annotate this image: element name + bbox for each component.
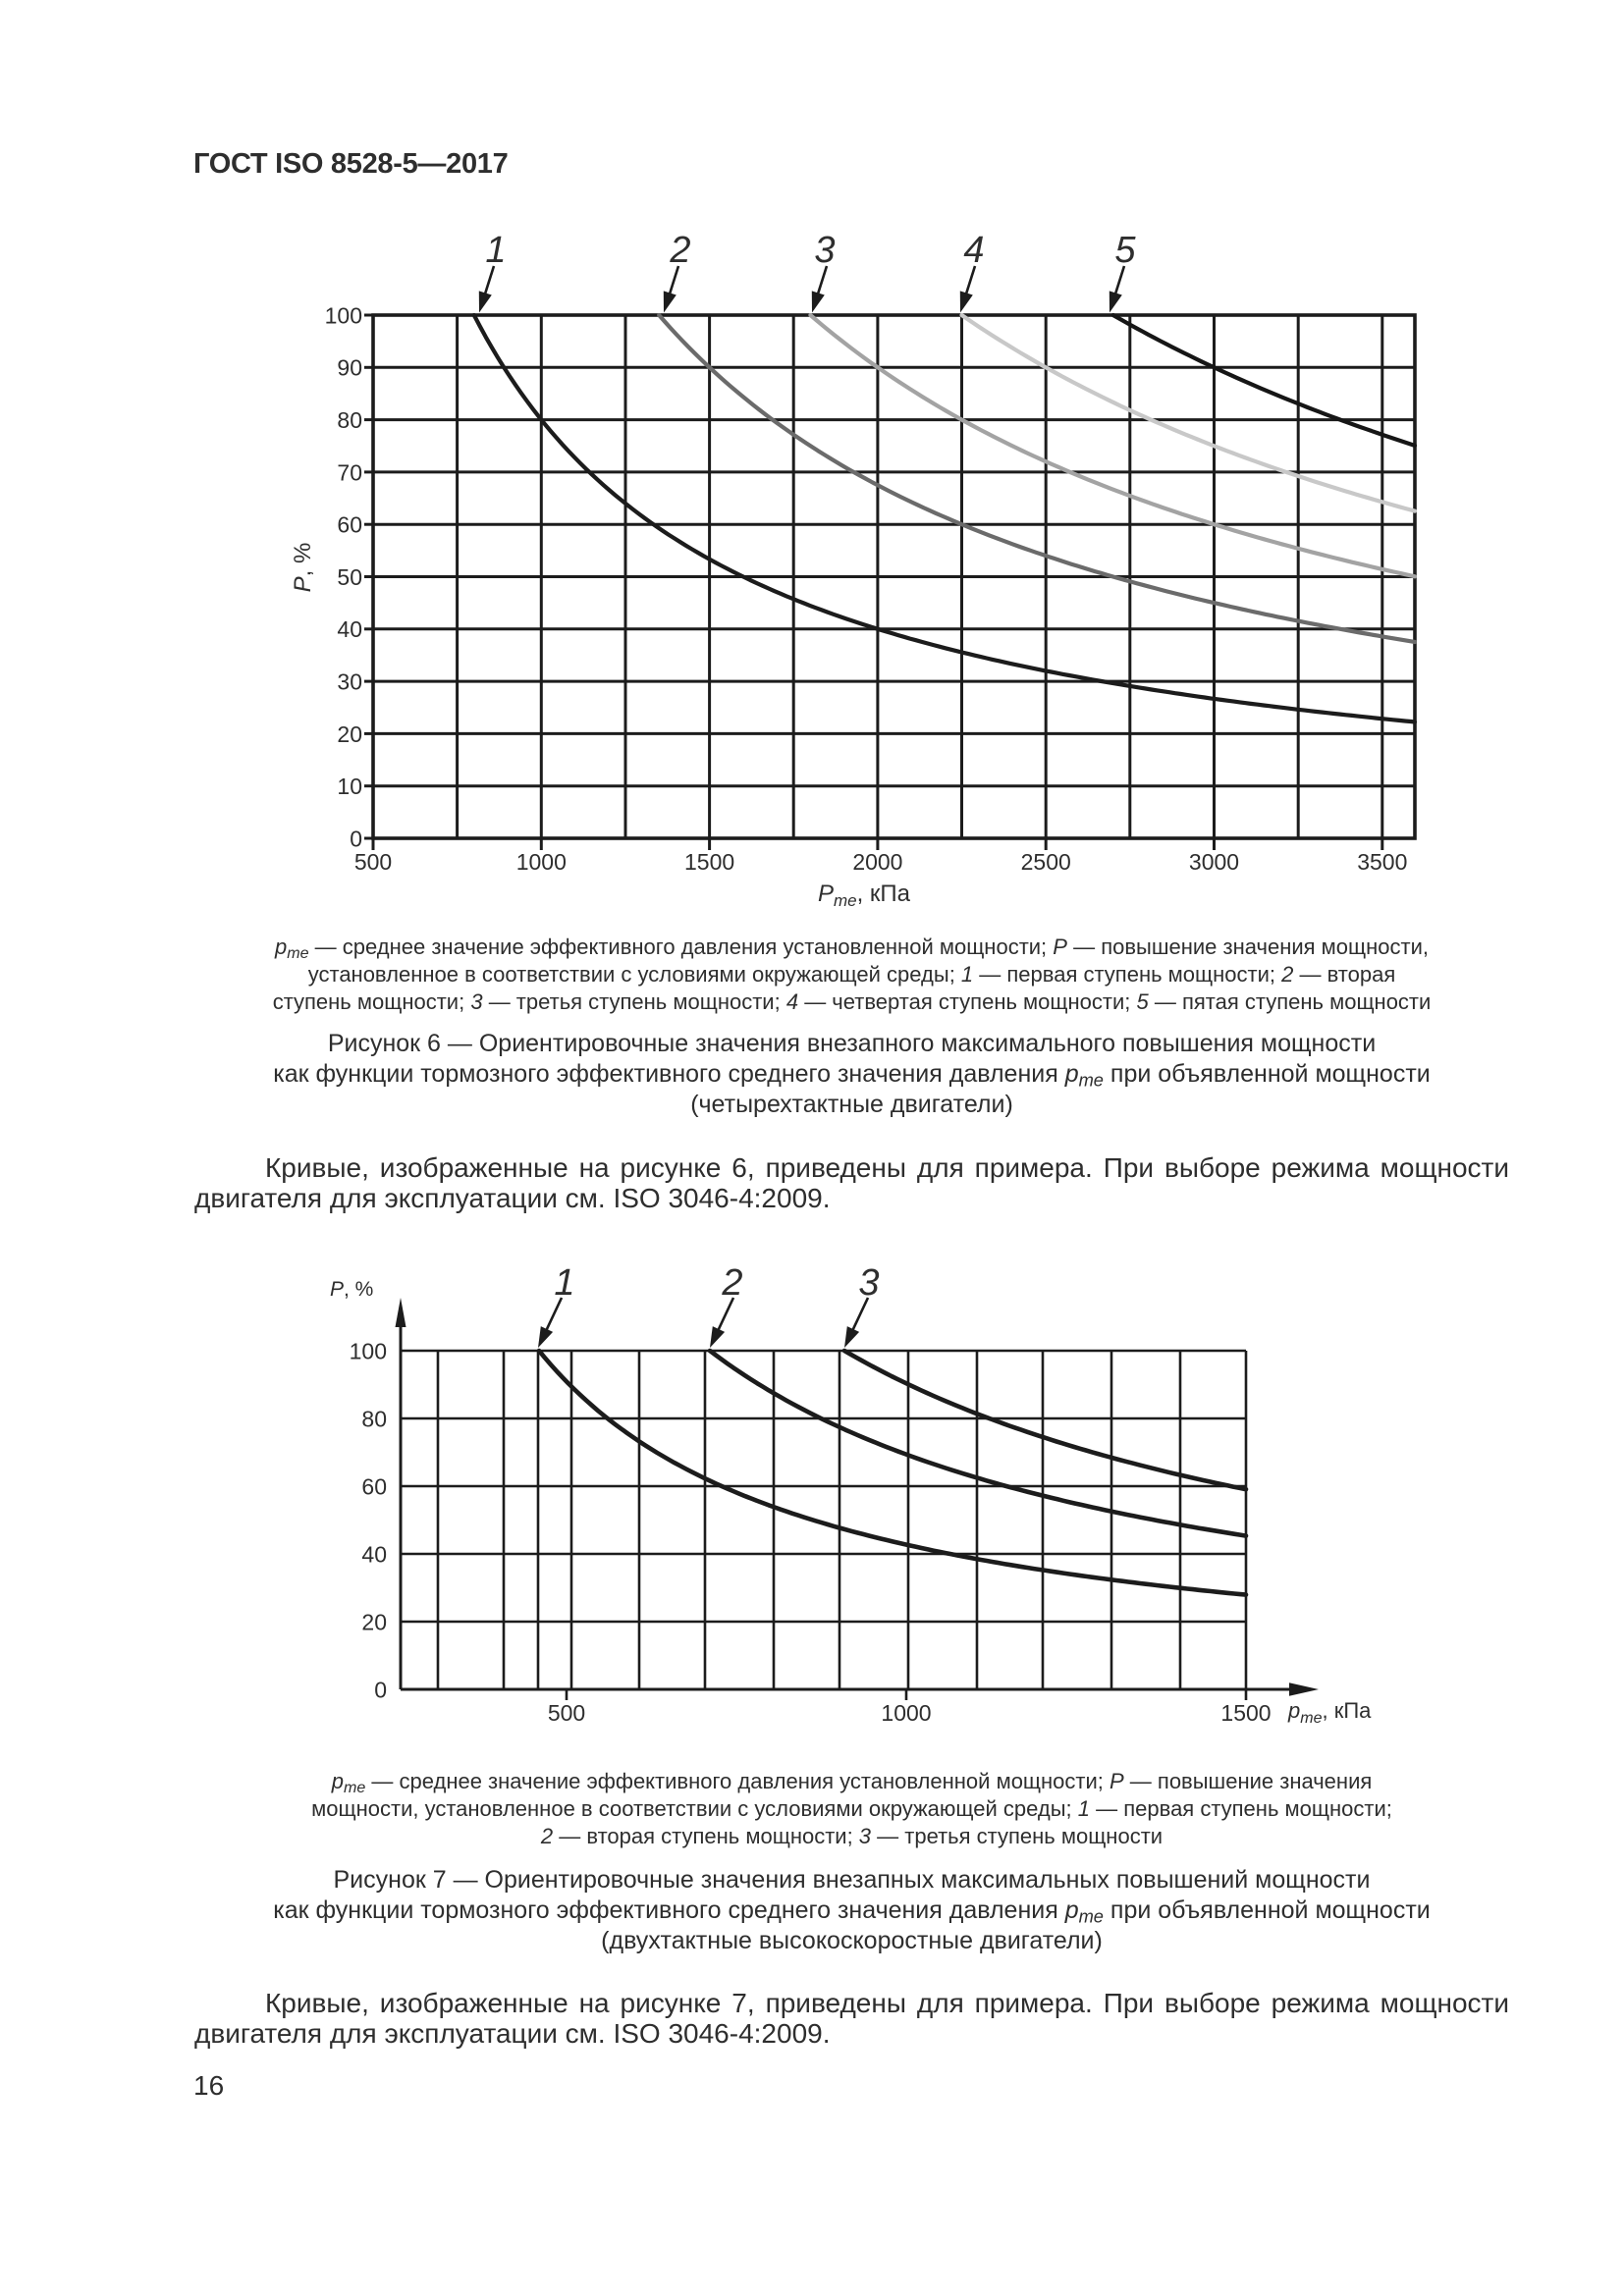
svg-text:1000: 1000 [881,1700,931,1726]
svg-text:10: 10 [337,774,362,799]
svg-text:40: 40 [337,616,362,642]
svg-text:3000: 3000 [1189,849,1239,875]
svg-text:P, %: P, % [330,1278,373,1301]
svg-text:40: 40 [361,1541,387,1567]
svg-text:P, %: P, % [290,543,316,593]
svg-text:80: 80 [337,407,362,433]
svg-text:2000: 2000 [852,849,902,875]
svg-text:90: 90 [337,355,362,381]
svg-text:1500: 1500 [684,849,734,875]
svg-text:1: 1 [485,230,506,271]
svg-text:80: 80 [361,1406,387,1431]
svg-text:Pme, кПа: Pme, кПа [818,881,911,910]
svg-text:60: 60 [337,512,362,538]
svg-text:500: 500 [548,1700,585,1726]
svg-text:pme, кПа: pme, кПа [1287,1698,1372,1727]
svg-text:100: 100 [350,1338,387,1363]
svg-text:20: 20 [337,721,362,747]
svg-text:0: 0 [374,1677,387,1702]
svg-text:2: 2 [669,230,690,271]
svg-text:30: 30 [337,669,362,695]
svg-text:70: 70 [337,459,362,485]
svg-text:1500: 1500 [1220,1700,1271,1726]
svg-text:2500: 2500 [1021,849,1071,875]
svg-text:50: 50 [337,564,362,590]
svg-text:60: 60 [361,1473,387,1499]
svg-text:500: 500 [354,849,392,875]
svg-text:2: 2 [721,1262,742,1304]
svg-text:20: 20 [361,1609,387,1634]
svg-text:1000: 1000 [516,849,567,875]
svg-text:0: 0 [350,826,362,851]
svg-text:3: 3 [814,230,835,271]
svg-text:4: 4 [963,230,984,271]
svg-text:3: 3 [858,1262,879,1304]
svg-text:3500: 3500 [1357,849,1407,875]
svg-text:100: 100 [325,302,362,328]
svg-text:5: 5 [1114,230,1136,271]
svg-text:1: 1 [554,1262,574,1304]
